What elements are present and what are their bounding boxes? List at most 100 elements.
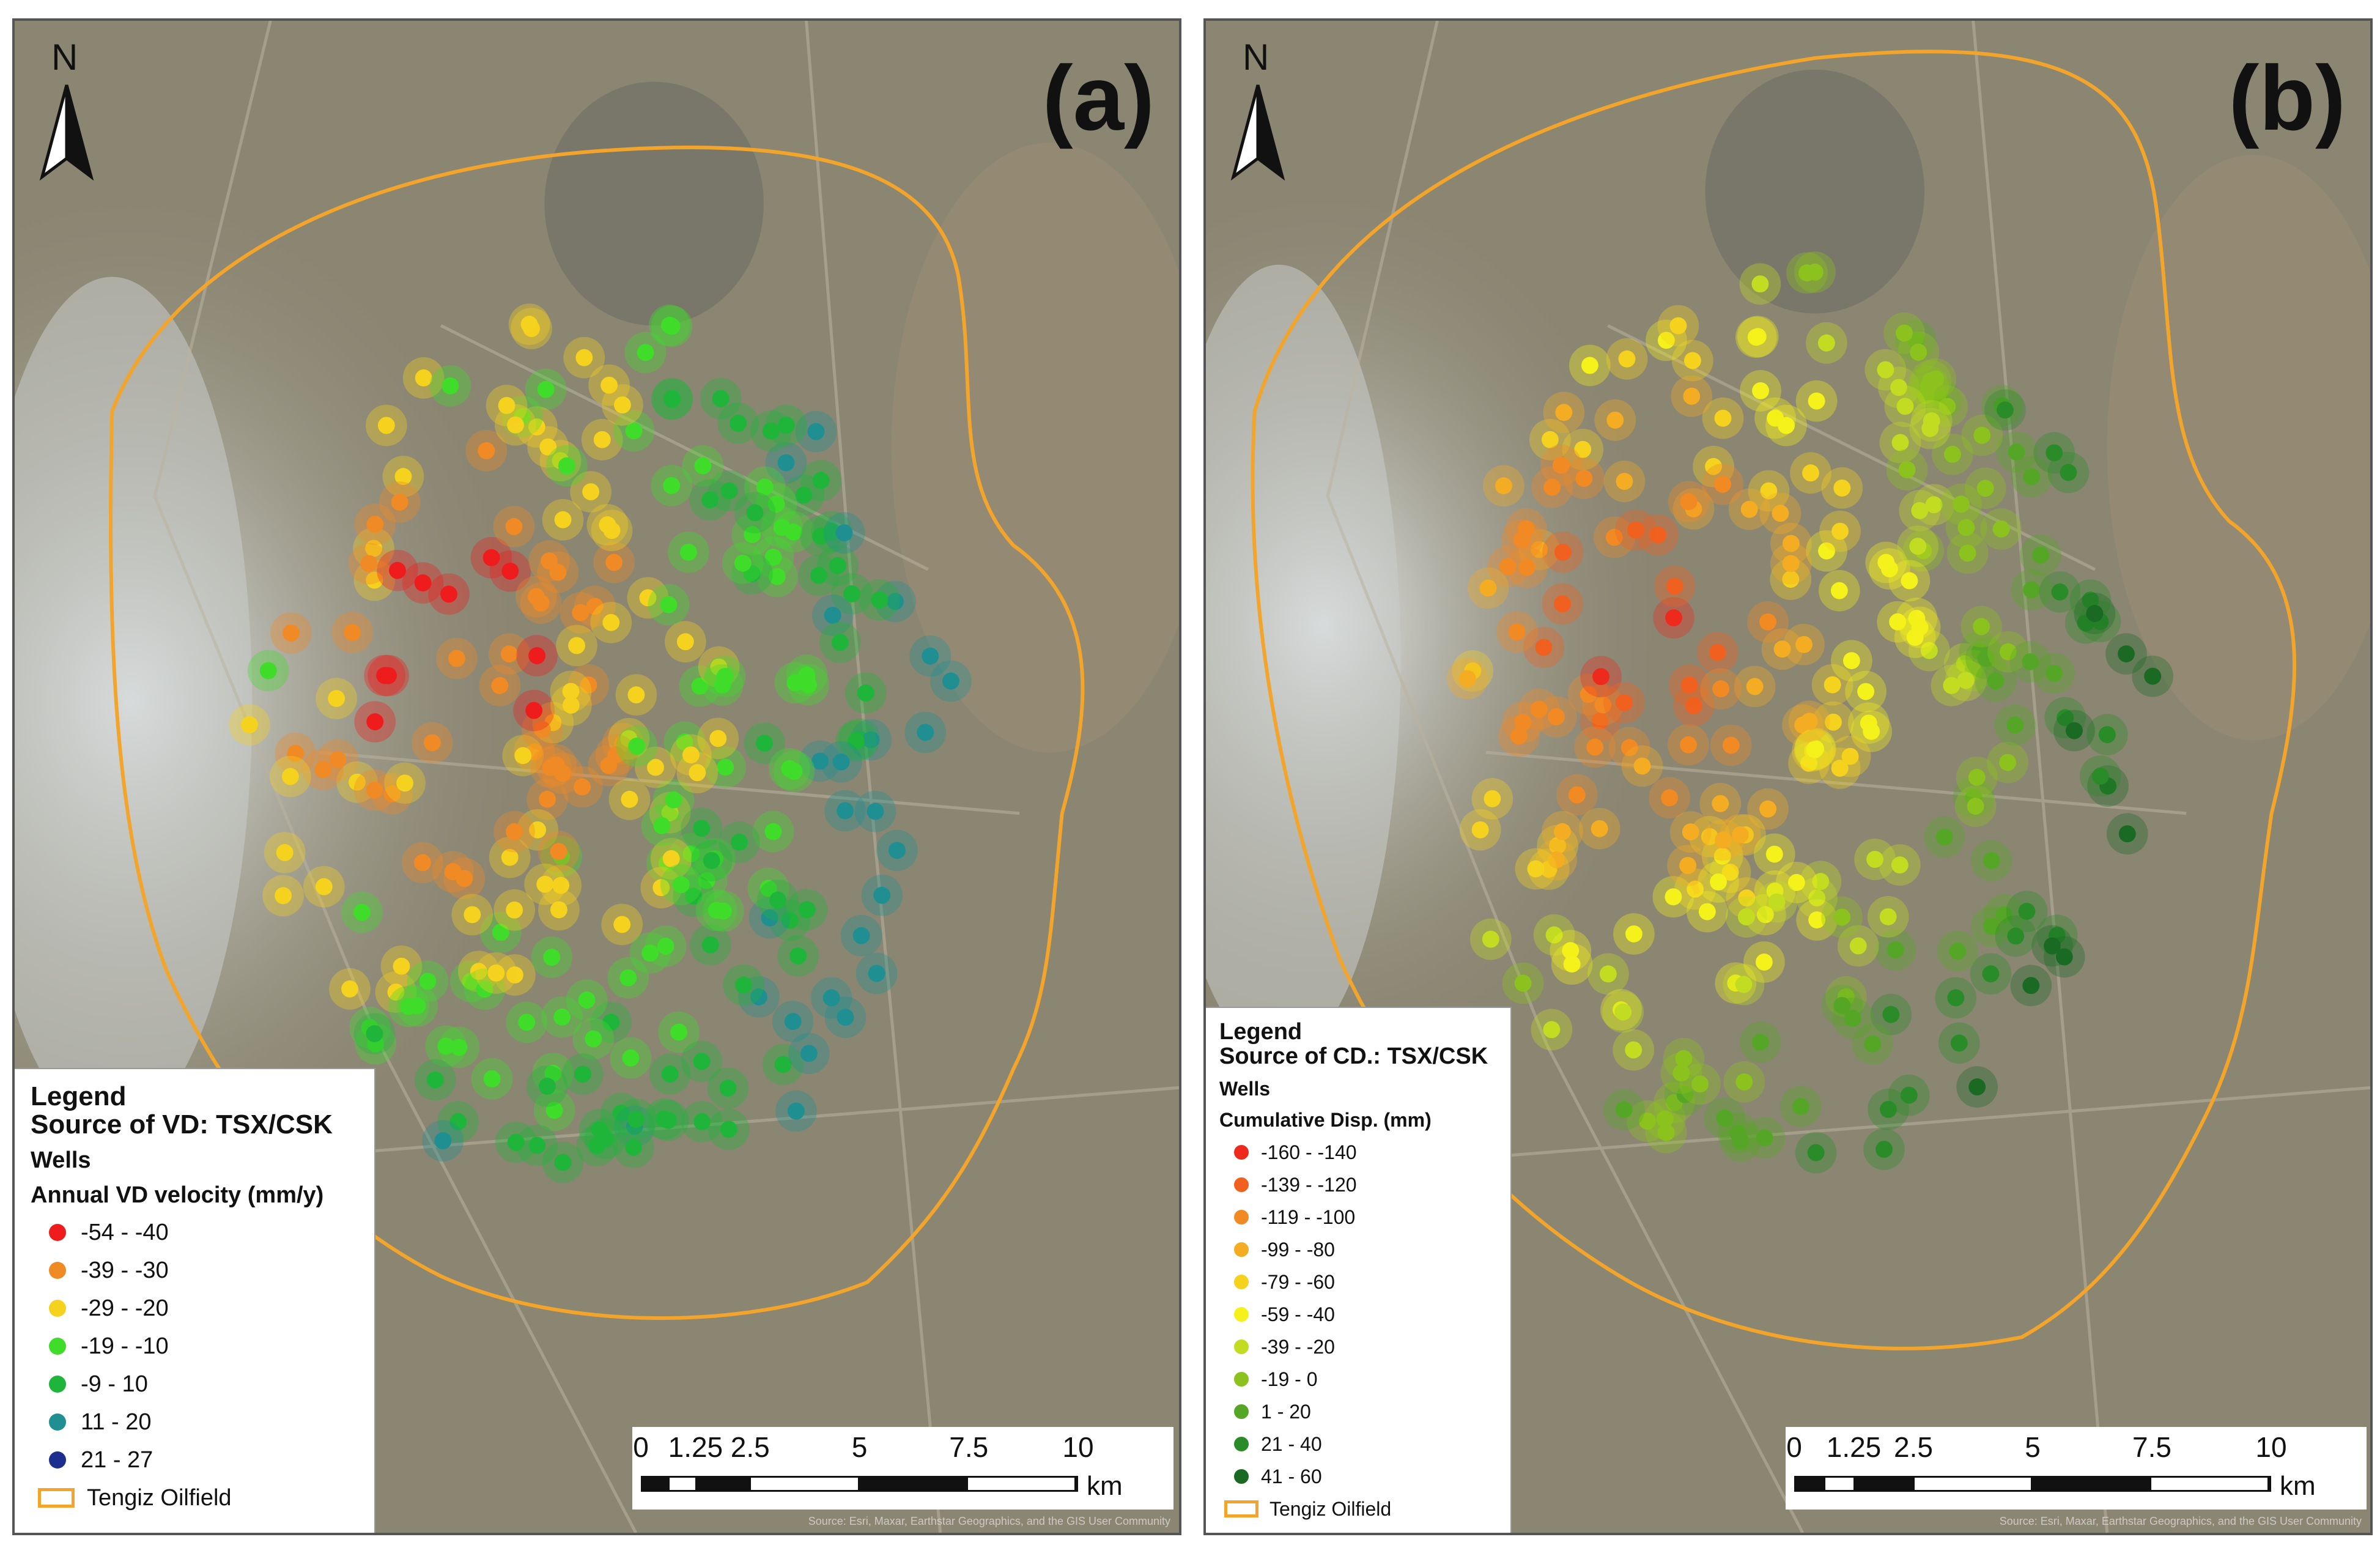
well-marker[interactable] — [1514, 713, 1532, 731]
well-marker[interactable] — [693, 1053, 711, 1070]
well-marker[interactable] — [1841, 747, 1859, 765]
well-marker[interactable] — [660, 596, 678, 613]
well-marker[interactable] — [1705, 458, 1722, 475]
well-marker[interactable] — [2006, 716, 2024, 734]
well-marker[interactable] — [670, 1023, 687, 1041]
well-marker[interactable] — [1543, 478, 1561, 496]
well-marker[interactable] — [689, 764, 706, 782]
well-marker[interactable] — [1482, 930, 1499, 948]
well-marker[interactable] — [1857, 683, 1875, 700]
well-marker[interactable] — [712, 390, 730, 407]
well-marker[interactable] — [698, 872, 715, 889]
well-marker[interactable] — [694, 457, 712, 475]
well-marker[interactable] — [625, 1138, 642, 1156]
well-marker[interactable] — [349, 773, 366, 791]
well-marker[interactable] — [1615, 1101, 1633, 1119]
well-marker[interactable] — [514, 747, 532, 765]
well-marker[interactable] — [1715, 831, 1732, 849]
well-marker[interactable] — [487, 964, 505, 982]
well-marker[interactable] — [366, 516, 384, 533]
well-marker[interactable] — [1808, 889, 1826, 906]
well-marker[interactable] — [889, 842, 906, 859]
well-marker[interactable] — [1665, 609, 1682, 627]
well-marker[interactable] — [550, 843, 567, 861]
well-marker[interactable] — [1735, 976, 1753, 993]
well-marker[interactable] — [756, 735, 774, 752]
well-marker[interactable] — [574, 778, 591, 796]
well-marker[interactable] — [768, 568, 786, 585]
well-marker[interactable] — [377, 417, 395, 434]
well-marker[interactable] — [259, 662, 277, 680]
well-marker[interactable] — [391, 494, 408, 511]
well-marker[interactable] — [1591, 712, 1609, 730]
well-marker[interactable] — [1552, 456, 1570, 474]
well-marker[interactable] — [1755, 954, 1773, 971]
well-marker[interactable] — [1685, 697, 1702, 714]
well-marker[interactable] — [1737, 908, 1755, 926]
well-marker[interactable] — [394, 468, 412, 486]
well-marker[interactable] — [659, 1111, 677, 1129]
well-marker[interactable] — [1877, 554, 1895, 571]
well-marker[interactable] — [442, 377, 459, 395]
well-marker[interactable] — [1714, 475, 1731, 493]
well-marker[interactable] — [795, 486, 813, 504]
well-marker[interactable] — [283, 624, 300, 642]
well-marker[interactable] — [1879, 908, 1897, 925]
well-marker[interactable] — [824, 606, 841, 624]
well-marker[interactable] — [553, 1008, 571, 1026]
well-marker[interactable] — [2118, 645, 2135, 662]
well-marker[interactable] — [1553, 823, 1571, 840]
well-marker[interactable] — [437, 1037, 455, 1055]
well-marker[interactable] — [1471, 821, 1489, 839]
well-marker[interactable] — [607, 746, 625, 764]
well-marker[interactable] — [506, 966, 523, 984]
well-marker[interactable] — [1900, 1086, 1918, 1104]
well-marker[interactable] — [344, 624, 361, 641]
well-marker[interactable] — [1721, 864, 1739, 881]
well-marker[interactable] — [1765, 845, 1783, 863]
well-marker[interactable] — [582, 483, 600, 501]
well-marker[interactable] — [1968, 1078, 1986, 1096]
well-marker[interactable] — [281, 768, 299, 785]
well-marker[interactable] — [1701, 828, 1718, 845]
well-marker[interactable] — [426, 1071, 444, 1089]
well-marker[interactable] — [2091, 767, 2109, 785]
well-marker[interactable] — [1935, 828, 1953, 846]
well-marker[interactable] — [287, 744, 305, 762]
well-marker[interactable] — [1920, 377, 1937, 395]
well-marker[interactable] — [1967, 798, 1984, 815]
well-marker[interactable] — [314, 761, 332, 779]
well-marker[interactable] — [781, 911, 799, 929]
well-marker[interactable] — [812, 472, 830, 489]
well-marker[interactable] — [1889, 613, 1907, 631]
well-marker[interactable] — [1812, 873, 1830, 891]
well-marker[interactable] — [1514, 974, 1532, 992]
well-marker[interactable] — [663, 476, 681, 494]
well-marker[interactable] — [762, 422, 780, 440]
well-marker[interactable] — [781, 760, 798, 777]
well-marker[interactable] — [1982, 965, 2000, 983]
well-marker[interactable] — [1568, 786, 1586, 804]
well-marker[interactable] — [383, 785, 401, 802]
well-marker[interactable] — [1680, 493, 1698, 511]
well-marker[interactable] — [2055, 948, 2073, 966]
well-marker[interactable] — [843, 585, 860, 602]
well-marker[interactable] — [1947, 989, 1965, 1007]
well-marker[interactable] — [1953, 495, 1970, 513]
well-marker[interactable] — [627, 1111, 645, 1128]
well-marker[interactable] — [2018, 903, 2036, 920]
well-marker[interactable] — [1983, 917, 2000, 935]
well-marker[interactable] — [1710, 873, 1727, 891]
well-marker[interactable] — [1817, 334, 1835, 352]
well-marker[interactable] — [1698, 903, 1716, 921]
well-marker[interactable] — [1625, 925, 1643, 943]
well-marker[interactable] — [387, 984, 405, 1001]
well-marker[interactable] — [440, 585, 457, 603]
well-marker[interactable] — [507, 416, 524, 434]
well-marker[interactable] — [1977, 650, 1995, 667]
well-marker[interactable] — [1581, 357, 1598, 374]
well-marker[interactable] — [507, 1133, 525, 1151]
well-marker[interactable] — [1782, 555, 1800, 572]
well-marker[interactable] — [529, 821, 547, 839]
well-marker[interactable] — [341, 980, 358, 998]
